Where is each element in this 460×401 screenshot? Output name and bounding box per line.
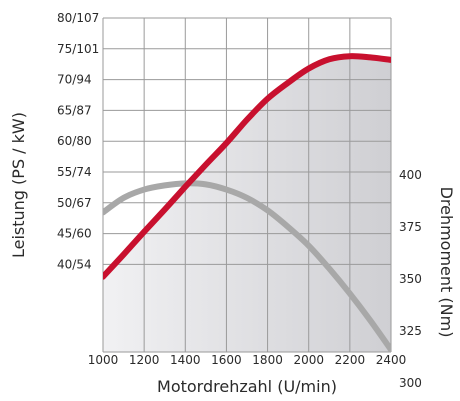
left-axis-ticks: 40/54 45/60 50/67 55/74 60/80 65/87 70/94 75/10… <box>57 11 99 271</box>
x-tick-label: 2200 <box>335 353 366 367</box>
x-tick-label: 1600 <box>211 353 242 367</box>
right-axis-ticks: 300 325 350 375 400 <box>399 168 422 390</box>
left-tick-label: 80/107 <box>57 11 99 25</box>
left-tick-label: 60/80 <box>57 134 92 148</box>
x-tick-label: 2000 <box>293 353 324 367</box>
left-tick-label: 45/60 <box>57 227 92 241</box>
x-axis-title: Motordrehzahl (U/min) <box>157 377 337 396</box>
plot-area <box>102 17 392 353</box>
x-tick-label: 1200 <box>129 353 160 367</box>
right-tick-label: 300 <box>399 376 422 390</box>
x-axis-ticks: 1000 1200 1400 1600 1800 2000 2200 2400 <box>88 353 407 367</box>
right-axis-title: Drehmoment (Nm) <box>437 187 456 338</box>
left-tick-label: 50/67 <box>57 196 92 210</box>
x-tick-label: 2400 <box>376 353 407 367</box>
x-tick-label: 1000 <box>88 353 119 367</box>
left-tick-label: 70/94 <box>57 73 92 87</box>
x-tick-label: 1800 <box>252 353 283 367</box>
left-axis-title: Leistung (PS / kW) <box>9 112 28 258</box>
right-tick-label: 375 <box>399 220 422 234</box>
power-curve <box>103 53 391 280</box>
power-curve-area <box>103 56 391 352</box>
left-tick-label: 55/74 <box>57 165 92 179</box>
left-tick-label: 75/101 <box>57 42 99 56</box>
torque-curve <box>103 180 391 352</box>
right-tick-label: 350 <box>399 272 422 286</box>
x-tick-label: 1400 <box>170 353 201 367</box>
left-tick-label: 65/87 <box>57 103 92 117</box>
right-tick-label: 400 <box>399 168 422 182</box>
grid-lines <box>102 17 392 353</box>
left-tick-label: 40/54 <box>57 257 92 271</box>
right-tick-label: 325 <box>399 324 422 338</box>
